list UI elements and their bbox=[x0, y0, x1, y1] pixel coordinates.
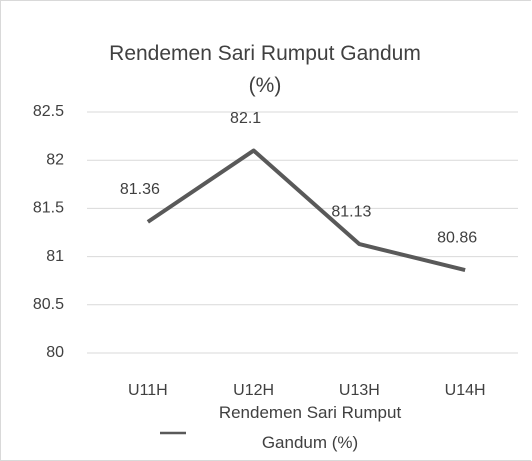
y-tick-label: 80 bbox=[46, 344, 64, 361]
x-tick-label: U12H bbox=[233, 382, 274, 399]
legend-label: Rendemen Sari Rumput Gandum (%) bbox=[218, 403, 402, 452]
data-label: 82.1 bbox=[230, 110, 261, 127]
data-line bbox=[146, 148, 466, 273]
y-tick-label: 82.5 bbox=[33, 103, 64, 120]
y-tick-label: 81 bbox=[46, 248, 64, 265]
y-tick-label: 80.5 bbox=[33, 296, 64, 313]
y-tick-label: 82 bbox=[46, 151, 64, 168]
data-label: 81.36 bbox=[120, 181, 160, 198]
data-label: 80.86 bbox=[437, 229, 477, 246]
x-tick-label: U13H bbox=[339, 382, 380, 399]
chart-title: Rendemen Sari Rumput Gandum (%) bbox=[109, 42, 421, 97]
data-label: 81.13 bbox=[331, 203, 371, 220]
x-tick-label: U11H bbox=[128, 382, 168, 399]
y-tick-label: 81.5 bbox=[33, 200, 64, 217]
x-tick-label: U14H bbox=[445, 382, 486, 399]
